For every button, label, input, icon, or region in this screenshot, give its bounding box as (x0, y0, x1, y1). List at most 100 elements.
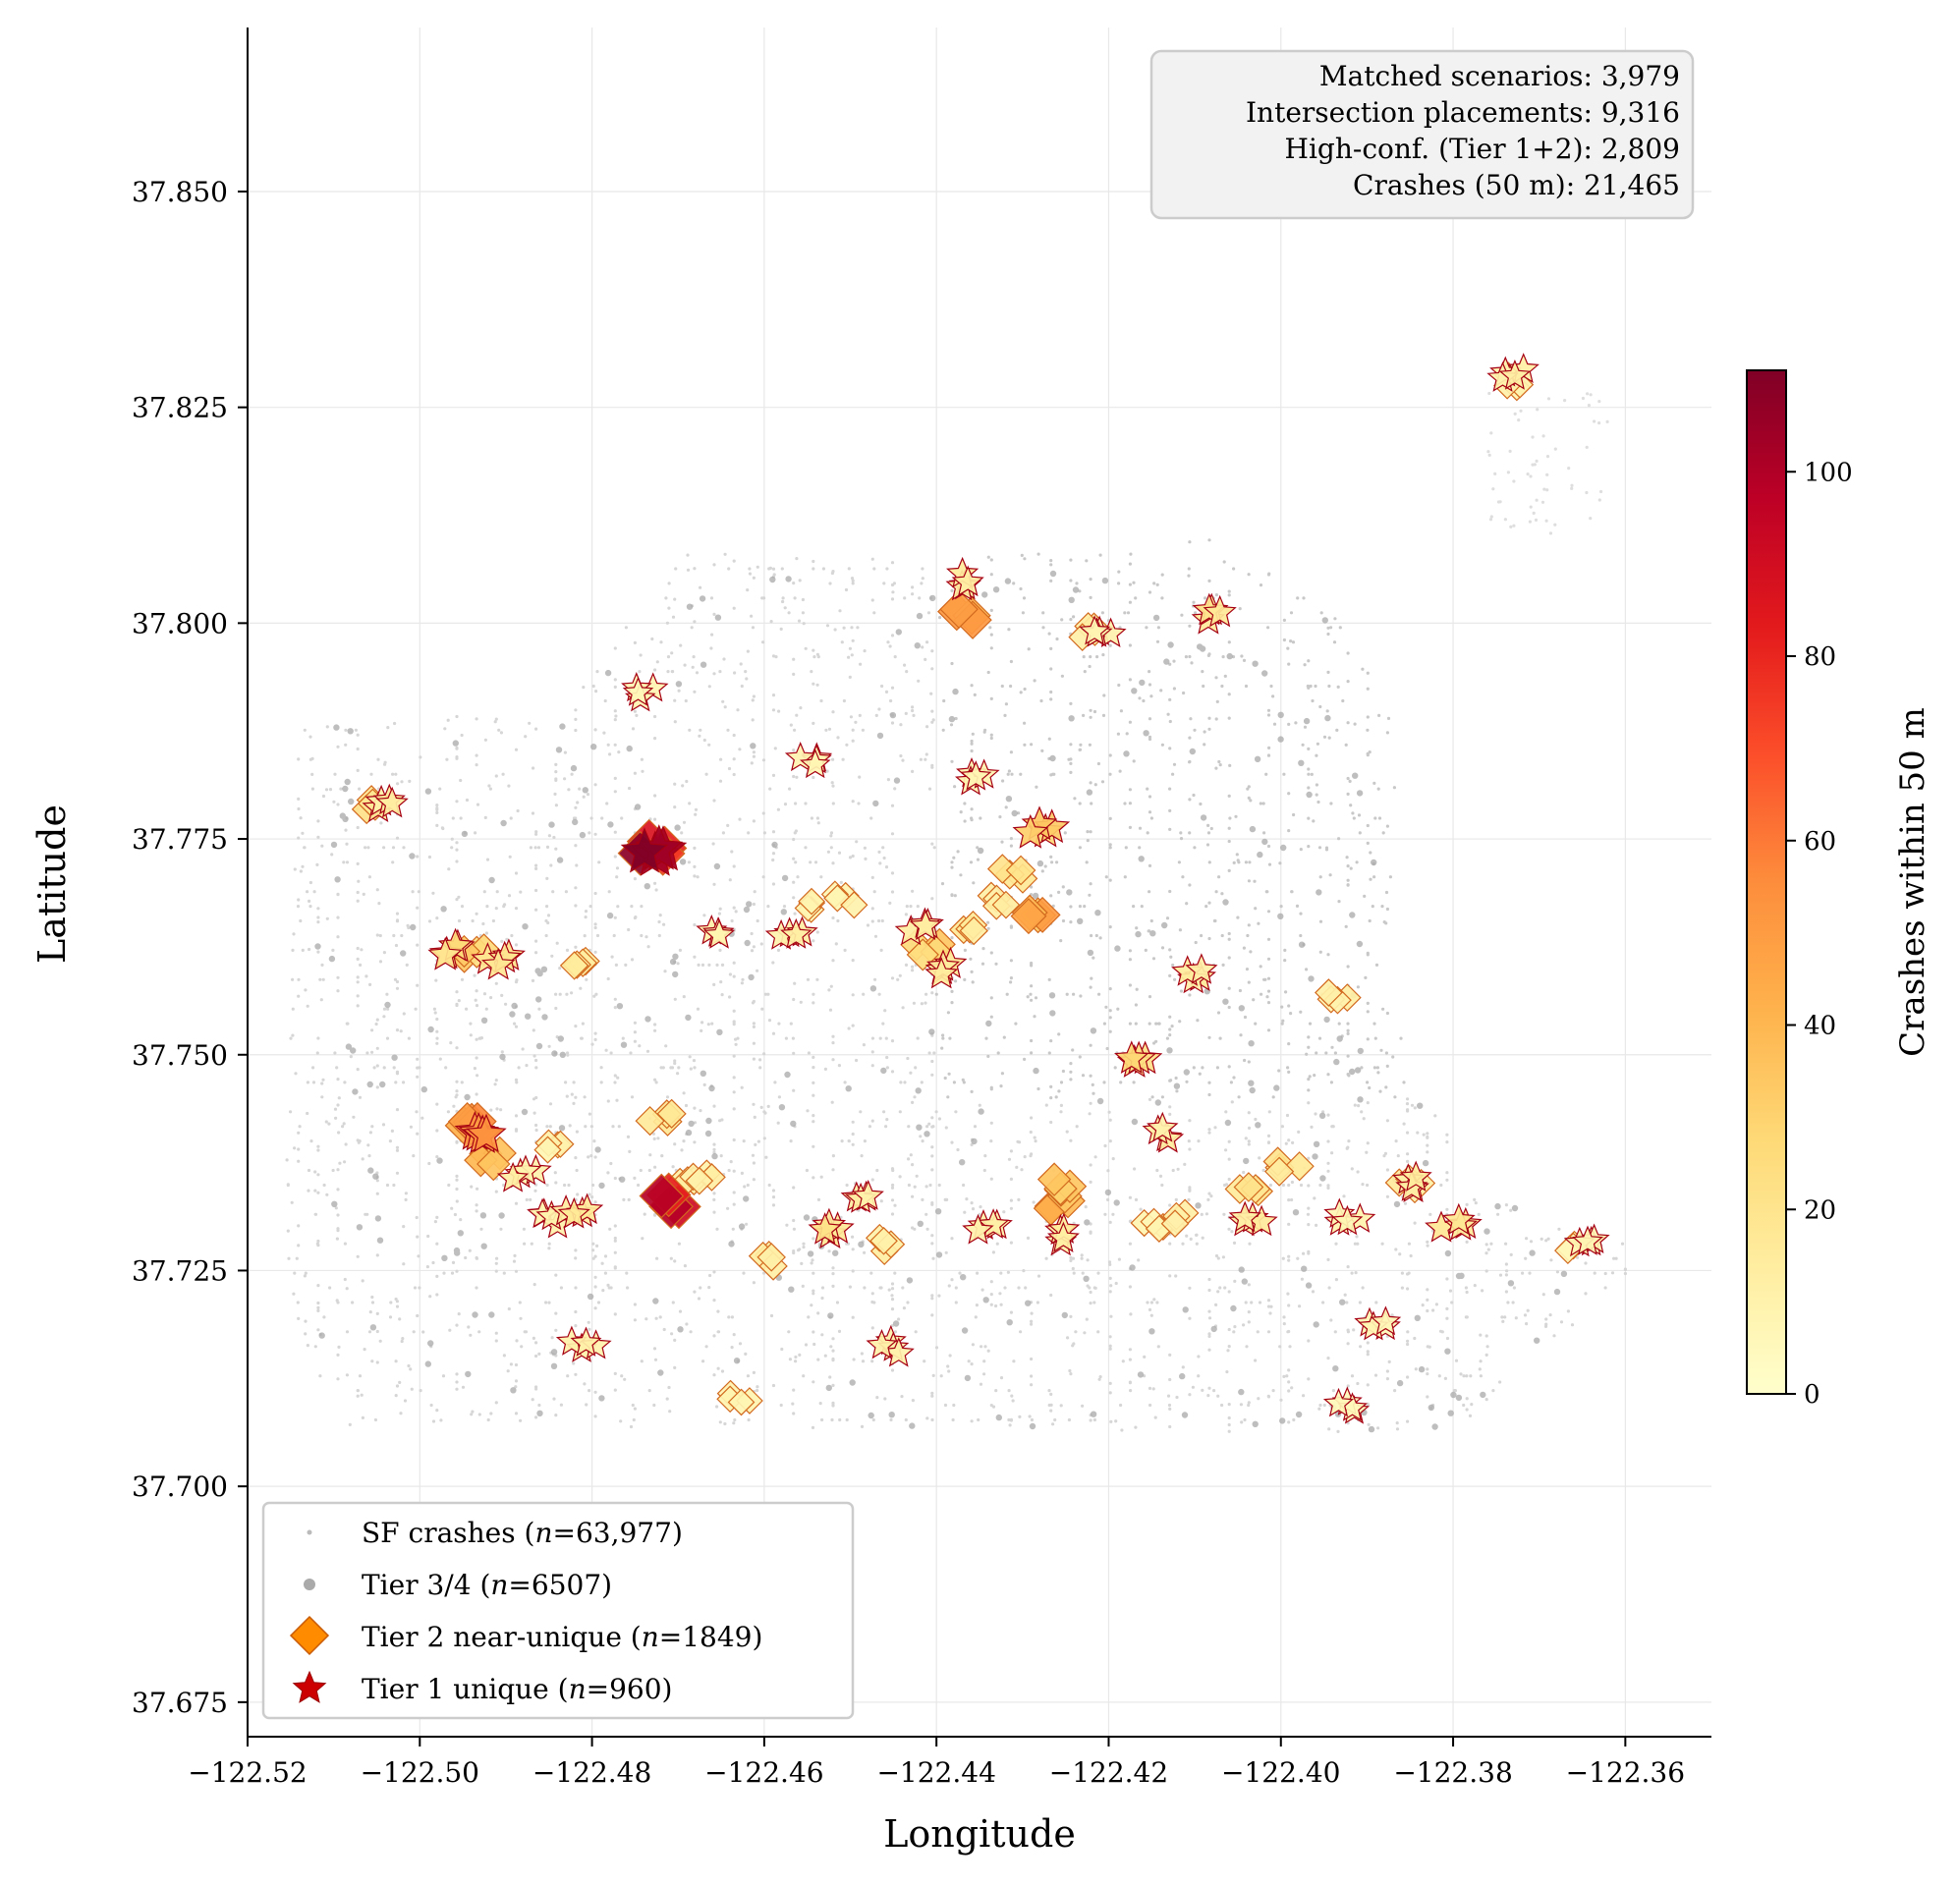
tier2-diamond-marker (991, 890, 1021, 919)
legend-marker-sf-crashes (307, 1529, 312, 1535)
x-tick-label: −122.38 (1393, 1756, 1512, 1789)
legend-label-sf-crashes: SF crashes (n=63,977) (362, 1517, 683, 1549)
tier2-diamond-marker (559, 951, 589, 980)
tier1-star-marker (1046, 1221, 1080, 1252)
tier1-star-marker (780, 917, 812, 949)
tier1-star-marker (1114, 1040, 1149, 1074)
tier2-diamond-marker (756, 1243, 786, 1272)
x-axis-label: Longitude (883, 1812, 1076, 1856)
legend-label-tier2: Tier 2 near-unique (n=1849) (362, 1621, 762, 1653)
legend: SF crashes (n=63,977) Tier 3/4 (n=6507) … (261, 1501, 855, 1720)
tier2-diamond-marker (533, 1136, 562, 1164)
colorbar-tick-label: 60 (1804, 827, 1836, 857)
tier1-star-marker (557, 1196, 590, 1229)
tier2-diamond-marker (1233, 1172, 1264, 1202)
tier1-star-marker (620, 827, 669, 873)
x-tick-label: −122.50 (361, 1756, 479, 1789)
crash-dots-west (285, 552, 1627, 1433)
tier2-diamond-marker (1010, 898, 1047, 935)
y-tick-label: 37.800 (132, 607, 228, 639)
y-tick-label: 37.700 (132, 1470, 228, 1503)
tier1-star-marker (1498, 359, 1532, 390)
stats-box: Matched scenarios: 3,979 Intersection pl… (1149, 49, 1695, 220)
tier2-diamond-marker (1284, 1151, 1315, 1182)
tier1-star-marker (1370, 1305, 1402, 1336)
tier1-star-marker (481, 947, 516, 980)
tier2-diamond-marker (685, 1166, 714, 1195)
tier1-star-marker (1228, 1200, 1261, 1233)
x-tick-label: −122.40 (1221, 1756, 1340, 1789)
tier1-star-marker (703, 918, 736, 949)
tier2-diamond-marker (798, 887, 825, 915)
tier1-star-marker (808, 1212, 842, 1245)
stats-high-conf: High-conf. (Tier 1+2): 2,809 (1285, 133, 1680, 165)
tier2-diamond-marker (1315, 978, 1343, 1007)
y-tick-label: 37.750 (132, 1039, 228, 1072)
tier2-diamond-marker (959, 915, 988, 946)
x-tick-label: −122.44 (876, 1756, 995, 1789)
tier1-star-marker (800, 749, 831, 779)
tier1-star-marker (924, 957, 959, 989)
tier2-diamond-marker (939, 589, 979, 629)
tier1-star-marker (960, 760, 992, 791)
stats-crashes-50m: Crashes (50 m): 21,465 (1353, 169, 1680, 201)
x-tick-label: −122.36 (1566, 1756, 1685, 1789)
tier1-star-marker (1331, 1204, 1364, 1236)
crash-dots-treasure-island (1486, 390, 1609, 535)
tier1-star-marker (1322, 1387, 1354, 1417)
x-tick-label: −122.48 (532, 1756, 651, 1789)
colorbar-label: Crashes within 50 m (1893, 707, 1932, 1057)
tier1-star-marker (1079, 615, 1111, 645)
tier1-star-marker (496, 1161, 530, 1193)
tier2-diamond-marker (727, 1388, 756, 1416)
tier2-diamond-marker (869, 1226, 898, 1255)
x-tick-label: −122.46 (704, 1756, 823, 1789)
colorbar-tick-label: 0 (1804, 1380, 1820, 1410)
colorbar-tick-label: 40 (1804, 1012, 1836, 1041)
tier1-star-marker (1147, 1111, 1179, 1142)
colorbar-tick-label: 20 (1804, 1195, 1836, 1225)
tier1-star-marker (951, 565, 984, 597)
tier1-star-marker (852, 1179, 884, 1210)
tier2-diamond-marker (1005, 855, 1036, 886)
tier2-diamond-marker (840, 891, 868, 919)
colorbar: 0 20 40 60 80 100 Crashes within 50 m (1746, 369, 1932, 1410)
y-tick-label: 37.725 (132, 1254, 228, 1287)
tier1-star-marker (1203, 594, 1237, 628)
sf-crash-dots (285, 390, 1627, 1433)
y-tick-label: 37.675 (132, 1687, 228, 1719)
tier2-diamond-marker (986, 854, 1018, 884)
tier2-diamond-marker (1036, 1162, 1072, 1196)
tier1-star-marker (427, 936, 463, 971)
tier1-star-marker (962, 1213, 994, 1245)
y-tick-label: 37.825 (132, 392, 228, 424)
legend-label-tier1: Tier 1 unique (n=960) (362, 1673, 672, 1705)
y-tick-label: 37.775 (132, 823, 228, 856)
tier-3-4-dot-cloud (314, 570, 1568, 1433)
x-tick-label: −122.52 (188, 1756, 307, 1789)
legend-marker-tier1-star (292, 1670, 327, 1703)
y-tick-label: 37.850 (132, 176, 228, 208)
tier1-star-marker (375, 786, 409, 818)
colorbar-tick-label: 80 (1804, 642, 1836, 672)
stats-matched-scenarios: Matched scenarios: 3,979 (1319, 60, 1680, 92)
colorbar-gradient (1746, 369, 1787, 1395)
stats-intersection-placements: Intersection placements: 9,316 (1246, 96, 1680, 129)
grid-lines (247, 28, 1711, 1737)
colorbar-ticks: 0 20 40 60 80 100 (1786, 458, 1853, 1410)
tier2-diamond-marker (1160, 1209, 1190, 1239)
tier1-star-marker (1399, 1160, 1432, 1192)
tier1-star-marker (1441, 1202, 1476, 1235)
tier2-diamond-marker (656, 1098, 687, 1129)
tier1-star-marker (570, 1326, 602, 1357)
legend-marker-tier2-diamond (289, 1615, 330, 1656)
tier2-diamond-marker (1264, 1156, 1295, 1187)
tier1-star-marker (866, 1328, 898, 1359)
tier1-star-marker (622, 676, 654, 706)
y-axis-label: Latitude (30, 804, 74, 964)
x-tick-label: −122.42 (1049, 1756, 1168, 1789)
colorbar-tick-label: 100 (1804, 458, 1853, 487)
x-ticks: −122.52 −122.50 −122.48 −122.46 −122.44 −122.… (188, 1737, 1685, 1789)
y-ticks: 37.675 37.700 37.725 37.750 37.775 37.800 37.8… (132, 176, 248, 1719)
